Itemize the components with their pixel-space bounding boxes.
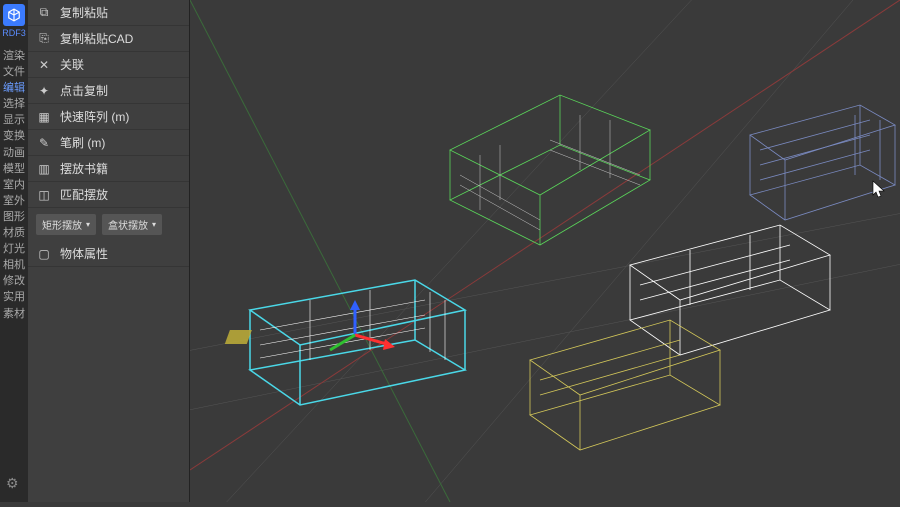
leftrail-item-7[interactable]: 模型 [3, 163, 25, 175]
leftrail-item-14[interactable]: 修改 [3, 275, 25, 287]
leftrail-item-5[interactable]: 变换 [3, 130, 25, 142]
bookshelf-mid-right[interactable] [630, 225, 830, 355]
panel-item-click[interactable]: ✦点击复制 [28, 78, 189, 104]
viewport-3d[interactable] [190, 0, 900, 502]
panel-item-books[interactable]: ▥摆放书籍 [28, 156, 189, 182]
fit-chips-row: 矩形摆放▾ 盒状摆放▾ [28, 208, 189, 241]
edit-panel: ⧉复制粘贴⎘复制粘贴CAD✕关联✦点击复制▦快速阵列 (m)✎笔刷 (m)▥摆放… [28, 0, 190, 502]
leftrail-item-6[interactable]: 动画 [3, 147, 25, 159]
link-icon: ✕ [36, 57, 52, 73]
shelves-in-selected [260, 290, 445, 360]
axis-y [190, 0, 450, 502]
leftrail-item-16[interactable]: 素材 [3, 308, 25, 320]
app-logo[interactable] [3, 4, 25, 26]
fit-icon: ◫ [36, 187, 52, 203]
settings-gear-icon[interactable]: ⚙ [6, 475, 19, 492]
array-icon: ▦ [36, 109, 52, 125]
bookshelf-selected[interactable] [250, 280, 465, 405]
leftrail-item-9[interactable]: 室外 [3, 195, 25, 207]
brush-icon: ✎ [36, 135, 52, 151]
scene-svg [190, 0, 900, 502]
chip-rect-place[interactable]: 矩形摆放▾ [36, 214, 96, 235]
panel-item-fit[interactable]: ◫匹配摆放 [28, 182, 189, 208]
chevron-down-icon: ▾ [86, 220, 90, 229]
panel-item-copy[interactable]: ⧉复制粘贴 [28, 0, 189, 26]
leftrail-item-3[interactable]: 选择 [3, 98, 25, 110]
chevron-down-icon: ▾ [152, 220, 156, 229]
bookshelf-top-right[interactable] [750, 105, 895, 220]
chip-box-place[interactable]: 盒状摆放▾ [102, 214, 162, 235]
leftrail-item-12[interactable]: 灯光 [3, 243, 25, 255]
cube-icon [7, 8, 21, 22]
rdf-label: RDF3 [2, 28, 26, 38]
axis-x [190, 0, 900, 470]
leftrail-item-1[interactable]: 文件 [3, 66, 25, 78]
props-icon: ▢ [36, 246, 52, 262]
leftrail-item-2[interactable]: 编辑 [3, 82, 25, 94]
leftrail-item-13[interactable]: 相机 [3, 259, 25, 271]
panel-item-brush[interactable]: ✎笔刷 (m) [28, 130, 189, 156]
cad-icon: ⎘ [36, 31, 52, 47]
leftrail-item-0[interactable]: 渲染 [3, 50, 25, 62]
books-icon: ▥ [36, 161, 52, 177]
panel-item-cad[interactable]: ⎘复制粘贴CAD [28, 26, 189, 52]
left-rail: RDF3 渲染文件编辑选择显示变换动画模型室内室外图形材质灯光相机修改实用素材 … [0, 0, 28, 502]
shelves-in-green [460, 115, 640, 230]
panel-item-link[interactable]: ✕关联 [28, 52, 189, 78]
click-icon: ✦ [36, 83, 52, 99]
bookshelf-bottom-mid[interactable] [530, 320, 720, 450]
copy-icon: ⧉ [36, 5, 52, 21]
leftrail-item-15[interactable]: 实用 [3, 291, 25, 303]
leftrail-item-4[interactable]: 显示 [3, 114, 25, 126]
panel-item-object-props[interactable]: ▢ 物体属性 [28, 241, 189, 267]
leftrail-item-10[interactable]: 图形 [3, 211, 25, 223]
panel-item-array[interactable]: ▦快速阵列 (m) [28, 104, 189, 130]
leftrail-item-8[interactable]: 室内 [3, 179, 25, 191]
grid-lines [190, 0, 900, 502]
leftrail-item-11[interactable]: 材质 [3, 227, 25, 239]
